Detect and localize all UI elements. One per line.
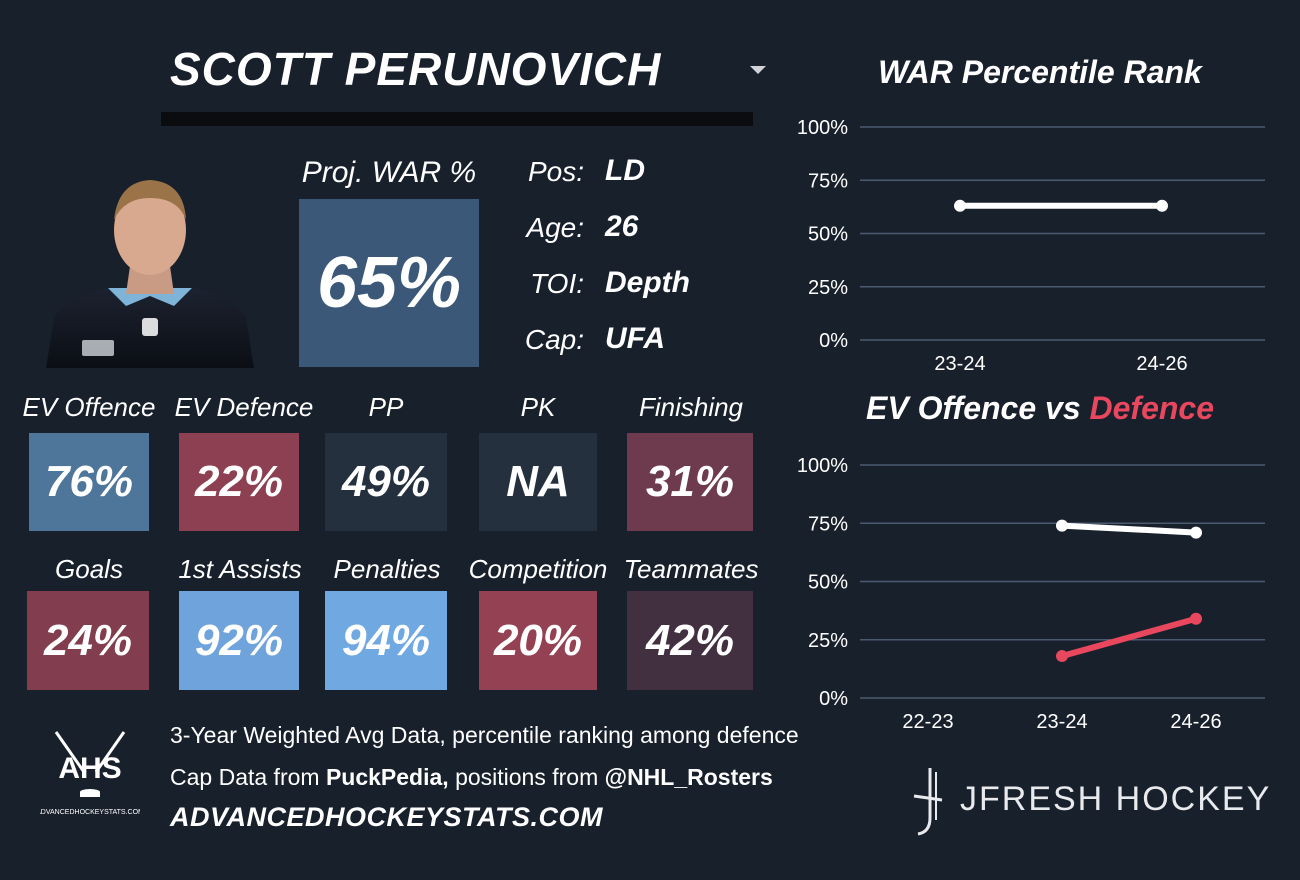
tile-label-ev-defence: EV Defence [174, 392, 314, 422]
tile-label-ev-offence: EV Offence [22, 392, 156, 422]
ev-chart-ytick-label: 75% [808, 513, 848, 535]
toi-label: TOI: [530, 268, 584, 299]
footer-line2: Cap Data from PuckPedia, positions from … [170, 764, 773, 791]
war-chart-xtick-label: 23-24 [934, 353, 985, 375]
header-divider [161, 112, 753, 126]
jfresh-logo-icon [913, 768, 943, 836]
footer-line2-middle: positions from [448, 764, 605, 790]
ahs-logo-text: AHS [58, 752, 121, 785]
war-chart-ytick-label: 100% [797, 117, 848, 139]
ev-chart-ytick-label: 0% [819, 688, 848, 710]
ev-chart-ytick-label: 25% [808, 630, 848, 652]
proj-war-box: 65% [299, 199, 479, 367]
tile-label-1st-assists: 1st Assists [178, 554, 302, 584]
nhl-rosters-link: @NHL_Rosters [604, 764, 773, 790]
proj-war-label: Proj. WAR % [301, 156, 477, 189]
tile-competition: 20% [479, 591, 597, 690]
tile-ev-offence: 76% [29, 433, 149, 531]
cap-value: UFA [605, 322, 665, 355]
ev-chart-xtick-label: 23-24 [1036, 711, 1087, 733]
war-chart-ytick-label: 50% [808, 224, 848, 246]
tile-1st-assists: 92% [179, 591, 299, 690]
tile-teammates: 42% [627, 591, 753, 690]
tile-label-penalties: Penalties [333, 554, 441, 584]
tile-finishing: 31% [627, 433, 753, 531]
war-chart-ytick-label: 75% [808, 170, 848, 192]
tile-goals: 24% [27, 591, 149, 690]
ev-chart-title-defence: Defence [1089, 390, 1215, 426]
ev-chart-line-ev-offence [1059, 522, 1199, 536]
ahs-logo-subtext: ADVANCEDHOCKEYSTATS.COM [40, 809, 140, 816]
ev-chart-xtick-label: 22-23 [902, 711, 953, 733]
tile-pp: 49% [325, 433, 447, 531]
war-chart-xtick-label: 24-26 [1136, 353, 1187, 375]
war-percentile-chart: 0% 25% 50% 75% 100% 23-24 24-26 [797, 117, 1265, 375]
tile-ev-defence: 22% [179, 433, 299, 531]
tile-label-finishing: Finishing [638, 392, 744, 422]
ev-chart-point-ev-defence [1190, 612, 1202, 625]
tile-label-pk: PK [520, 392, 556, 422]
toi-value: Depth [605, 266, 690, 299]
war-chart-point-war [1156, 199, 1168, 212]
war-chart-point-war [954, 199, 966, 212]
tile-label-teammates: Teammates [623, 554, 759, 584]
war-chart-ytick-label: 25% [808, 277, 848, 299]
tile-label-pp: PP [368, 392, 404, 422]
footer-line2-prefix: Cap Data from [170, 764, 326, 790]
ev-chart-point-ev-offence [1056, 519, 1068, 532]
footer-line1: 3-Year Weighted Avg Data, percentile ran… [170, 722, 799, 748]
player-dropdown-caret-icon[interactable] [750, 66, 766, 74]
age-label: Age: [526, 212, 584, 243]
pos-label: Pos: [527, 156, 584, 187]
player-name: SCOTT PERUNOVICH [170, 43, 662, 95]
tile-pk: NA [479, 433, 597, 531]
ev-chart-line-ev-defence [1059, 615, 1199, 660]
puckpedia-link: PuckPedia, [325, 764, 449, 790]
age-value: 26 [605, 210, 639, 243]
ev-chart-point-ev-offence [1190, 526, 1202, 539]
ev-offence-defence-chart: 0% 25% 50% 75% 100% 22-23 23-24 24-26 [797, 455, 1265, 733]
war-chart-ytick-label: 0% [819, 330, 848, 352]
ev-chart-ytick-label: 100% [797, 455, 848, 477]
footer-url: ADVANCEDHOCKEYSTATS.COM [170, 802, 604, 832]
ahs-logo: AHS ADVANCEDHOCKEYSTATS.COM [40, 731, 140, 816]
ev-chart-point-ev-defence [1056, 650, 1068, 663]
pos-value: LD [605, 154, 645, 187]
player-headshot [46, 180, 254, 368]
cap-label: Cap: [524, 324, 584, 355]
tile-label-goals: Goals [55, 554, 123, 584]
ev-chart-xtick-label: 24-26 [1170, 711, 1221, 733]
war-chart-title: WAR Percentile Rank [878, 54, 1202, 90]
ev-chart-title: EV Offence vs Defence [820, 390, 1260, 427]
tile-label-competition: Competition [468, 554, 608, 584]
ev-chart-ytick-label: 50% [808, 572, 848, 594]
jfresh-brand: JFRESH HOCKEY [960, 780, 1272, 818]
tile-penalties: 94% [325, 591, 447, 690]
ev-chart-title-offence: EV Offence vs [865, 390, 1090, 426]
